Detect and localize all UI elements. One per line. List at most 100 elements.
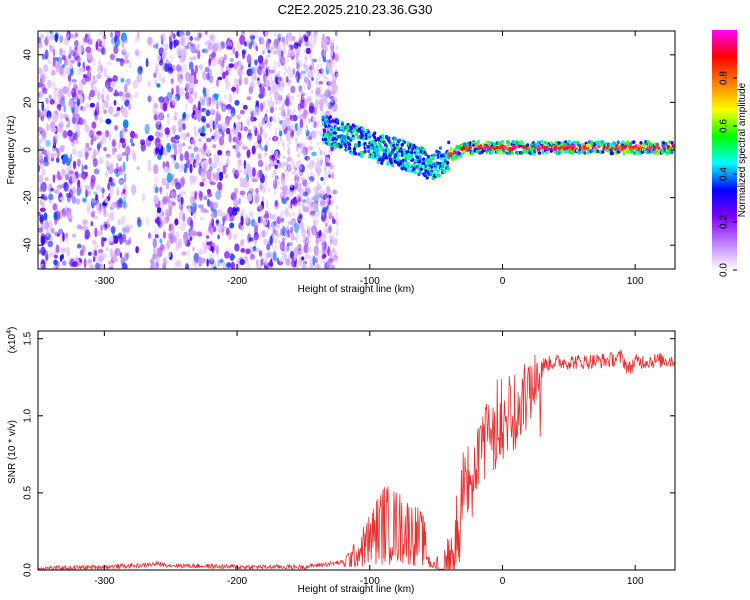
ridge-cell: [610, 151, 615, 156]
noise-speck: [296, 125, 299, 130]
noise-speck: [219, 101, 224, 107]
noise-speck: [67, 209, 73, 216]
noise-speck: [62, 49, 66, 56]
noise-speck: [121, 191, 128, 199]
noise-speck: [271, 149, 273, 154]
noise-speck: [52, 113, 59, 123]
noise-speck: [178, 203, 184, 210]
noise-speck: [204, 31, 208, 36]
noise-speck: [203, 88, 207, 97]
noise-speck: [182, 111, 187, 119]
noise-speck: [80, 105, 83, 111]
ridge-cell: [638, 151, 642, 156]
noise-speck: [38, 150, 43, 161]
noise-speck: [315, 88, 318, 93]
ridge-cell: [531, 141, 536, 145]
noise-speck: [335, 67, 338, 72]
noise-speck: [232, 127, 238, 135]
noise-speck: [336, 232, 338, 236]
noise-speck: [150, 263, 154, 269]
noise-speck: [190, 68, 195, 76]
noise-speck: [120, 235, 124, 245]
noise-speck: [166, 117, 171, 125]
noise-speck: [78, 173, 84, 178]
noise-speck: [265, 174, 268, 179]
noise-speck: [245, 248, 251, 255]
noise-speck: [197, 248, 204, 256]
noise-speck: [50, 187, 54, 192]
noise-speck: [204, 41, 211, 46]
noise-speck: [312, 160, 315, 165]
noise-speck: [288, 47, 291, 52]
noise-speck: [103, 67, 108, 78]
noise-speck: [125, 92, 131, 99]
noise-speck: [122, 233, 127, 243]
noise-speck: [177, 118, 183, 128]
ridge-cell: [570, 151, 574, 155]
ridge-cell: [333, 131, 337, 135]
ridge-cell: [321, 122, 325, 126]
noise-speck: [267, 118, 270, 123]
noise-speck: [101, 187, 105, 194]
noise-speck: [208, 42, 214, 52]
noise-speck: [321, 101, 324, 106]
noise-speck: [293, 108, 296, 113]
noise-speck: [70, 49, 76, 57]
noise-speck: [140, 142, 146, 152]
noise-speck: [95, 256, 100, 264]
noise-speck: [41, 264, 47, 269]
noise-speck: [77, 61, 81, 67]
noise-speck: [54, 97, 57, 106]
noise-speck: [209, 127, 213, 133]
noise-speck: [133, 91, 139, 98]
noise-speck: [156, 207, 162, 214]
noise-speck: [160, 32, 166, 43]
ridge-cell: [377, 141, 382, 145]
noise-speck: [113, 46, 119, 55]
noise-speck: [264, 76, 267, 81]
noise-speck: [168, 54, 175, 63]
noise-speck: [107, 106, 114, 115]
noise-speck: [156, 246, 159, 256]
noise-speck: [211, 217, 215, 228]
ridge-cell: [362, 130, 366, 135]
noise-speck: [269, 213, 272, 218]
noise-speck: [116, 199, 121, 210]
noise-speck: [274, 127, 277, 132]
ridge-cell: [601, 140, 605, 144]
ridge-cell: [628, 142, 632, 146]
noise-speck: [232, 208, 238, 216]
noise-speck: [305, 129, 308, 134]
noise-speck: [53, 211, 58, 220]
noise-speck: [333, 257, 336, 262]
noise-speck: [295, 137, 298, 142]
noise-speck: [271, 215, 274, 220]
noise-speck: [315, 105, 318, 110]
noise-speck: [67, 74, 72, 82]
noise-speck: [237, 158, 242, 163]
ridge-cell: [590, 149, 594, 153]
noise-speck: [61, 253, 64, 260]
noise-speck: [52, 203, 58, 211]
noise-speck: [300, 149, 302, 154]
noise-speck: [328, 211, 331, 215]
ridge-cell: [419, 167, 423, 171]
noise-speck: [96, 143, 101, 150]
noise-speck: [257, 55, 264, 64]
noise-speck: [40, 165, 44, 169]
ridge-cell: [376, 152, 380, 156]
noise-speck: [189, 163, 193, 174]
ridge-cell: [506, 140, 511, 145]
noise-speck: [323, 227, 328, 234]
noise-speck: [188, 75, 195, 83]
noise-speck: [180, 197, 184, 205]
noise-speck: [155, 42, 159, 50]
noise-speck: [242, 178, 248, 183]
noise-speck: [317, 120, 320, 125]
noise-speck: [329, 223, 332, 228]
noise-speck: [74, 32, 79, 38]
noise-speck: [303, 149, 306, 154]
noise-speck: [240, 239, 245, 245]
noise-speck: [75, 139, 80, 145]
noise-speck: [309, 43, 312, 48]
